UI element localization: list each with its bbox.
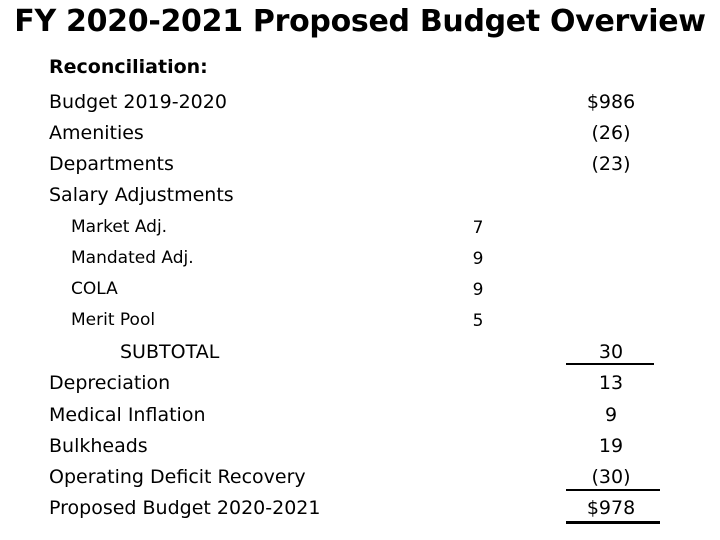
salary-item-value-cola: 9 [472,280,484,300]
row-label-depreciation: Depreciation [49,372,171,394]
salary-item-label-cola: COLA [71,279,118,299]
row-amount-bulkheads: 19 [598,435,624,457]
subtotal-top-rule [566,363,654,365]
salary-item-label-mandated: Mandated Adj. [71,248,194,268]
subtotal-amount: 30 [598,341,624,363]
row-label-medical-inflation: Medical Inflation [49,404,206,426]
row-amount-medical-inflation: 9 [604,404,618,426]
row-amount-depreciation: 13 [598,372,624,394]
salary-item-value-mandated: 9 [472,249,484,269]
row-amount-operating-deficit: (30) [591,466,631,488]
row-label-operating-deficit: Operating Deficit Recovery [49,466,306,488]
total-label: Proposed Budget 2020-2021 [49,497,321,519]
total-amount: $978 [586,497,636,519]
row-label-bulkheads: Bulkheads [49,435,148,457]
row-label-salary-adjustments: Salary Adjustments [49,184,234,206]
subtotal-label: SUBTOTAL [120,341,220,363]
row-amount-budget-2019: $986 [586,91,636,113]
row-amount-amenities: (26) [591,122,631,144]
row-label-amenities: Amenities [49,122,144,144]
salary-item-label-market: Market Adj. [71,217,168,237]
row-amount-departments: (23) [591,153,631,175]
salary-item-value-merit: 5 [472,311,484,331]
page-title: FY 2020-2021 Proposed Budget Overview [14,4,706,39]
salary-item-label-merit: Merit Pool [71,310,156,330]
salary-item-value-market: 7 [472,218,484,238]
section-subtitle: Reconciliation: [49,56,208,78]
row-label-budget-2019: Budget 2019-2020 [49,91,227,113]
total-top-rule [566,489,660,491]
row-label-departments: Departments [49,153,174,175]
total-bottom-rule [566,521,660,524]
